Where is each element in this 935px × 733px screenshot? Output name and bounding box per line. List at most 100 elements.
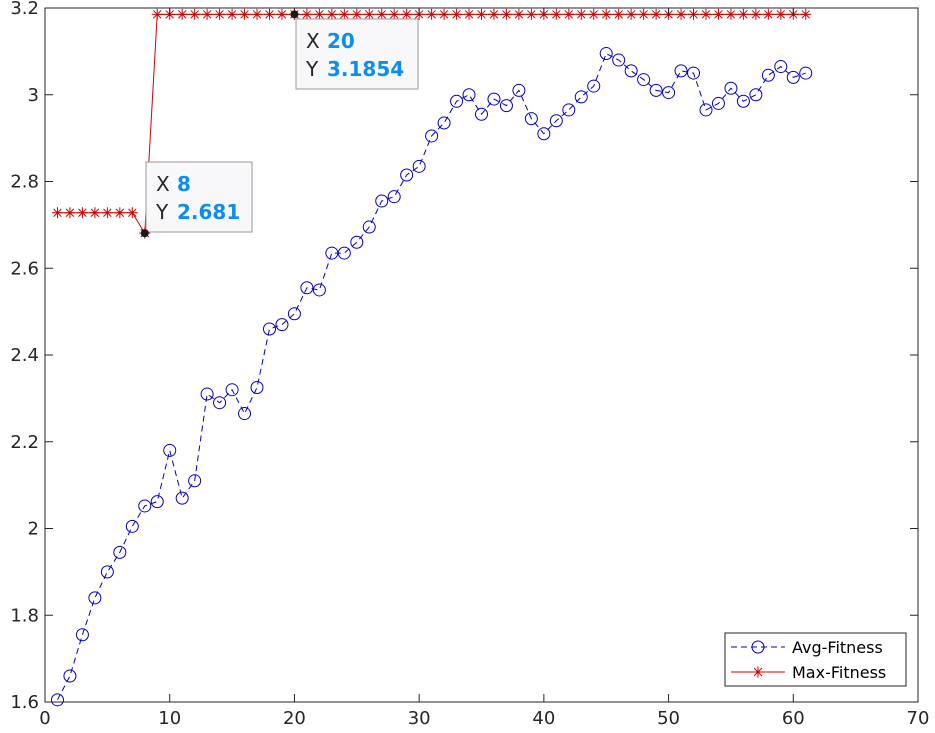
datatip-x-label: X: [156, 172, 170, 196]
x-tick-label: 20: [283, 708, 306, 729]
asterisk-stroke: [577, 10, 586, 19]
avg-fitness-point: [250, 381, 264, 395]
avg-fitness-point: [587, 79, 601, 93]
axes-layer: 0 10 20 30 40 50 60 70 1.6 1.8 2 2.2 2.4 2.6 2.8 3 3.2: [10, 0, 929, 729]
asterisk-stroke: [552, 10, 561, 19]
max-fitness-point: [700, 8, 712, 20]
datatip-y-value: 3.1854: [327, 57, 404, 81]
avg-fitness-point: [337, 246, 351, 260]
max-fitness-point: [800, 8, 812, 20]
avg-fitness-point: [375, 194, 389, 208]
avg-fitness-point: [649, 83, 663, 97]
max-fitness-point: [326, 8, 338, 20]
datatip: X 8Y 2.681: [140, 161, 253, 238]
asterisk-stroke: [202, 10, 212, 19]
avg-fitness-point: [562, 103, 576, 117]
avg-fitness-point: [537, 127, 551, 141]
asterisk-stroke: [377, 10, 386, 19]
asterisk-stroke: [177, 10, 187, 19]
max-fitness-point: [725, 8, 737, 20]
x-tick-label: 0: [39, 708, 50, 729]
asterisk-stroke: [277, 10, 287, 19]
max-fitness-point: [762, 8, 774, 20]
max-fitness-point: [189, 8, 201, 20]
asterisk-stroke: [502, 10, 511, 19]
max-fitness-point: [451, 8, 463, 20]
max-fitness-point: [151, 8, 163, 20]
max-fitness-point: [201, 8, 213, 20]
asterisk-stroke: [439, 10, 449, 19]
datatip-y-label: Y: [305, 57, 319, 81]
asterisk-stroke: [153, 10, 162, 19]
avg-fitness-point: [736, 94, 750, 108]
asterisk-stroke: [477, 10, 486, 19]
max-fitness-point: [476, 8, 487, 20]
asterisk-stroke: [601, 10, 611, 19]
x-tick-label: 50: [657, 708, 680, 729]
avg-fitness-point: [462, 88, 476, 102]
datatip-y-label: Y: [155, 200, 169, 224]
asterisk-stroke: [53, 208, 62, 217]
legend: Avg-Fitness Max-Fitness: [724, 632, 907, 687]
max-fitness-point: [376, 8, 388, 20]
asterisk-stroke: [626, 10, 636, 19]
avg-fitness-point: [749, 88, 763, 102]
asterisk-stroke: [340, 10, 349, 19]
avg-fitness-point: [711, 96, 725, 110]
avg-fitness-point: [549, 114, 563, 128]
asterisk-stroke: [352, 10, 362, 19]
asterisk-stroke: [489, 10, 499, 19]
max-fitness-point: [351, 8, 363, 20]
avg-fitness-point: [262, 322, 276, 336]
max-fitness-point: [775, 8, 787, 20]
x-tick-label: 70: [907, 708, 930, 729]
avg-fitness-point: [125, 519, 139, 533]
max-fitness-point: [176, 8, 188, 20]
asterisk-stroke: [801, 10, 810, 19]
x-tick-label: 40: [532, 708, 555, 729]
avg-fitness-point: [624, 64, 638, 78]
avg-fitness-point: [113, 545, 127, 559]
avg-fitness-point: [225, 383, 239, 397]
max-fitness-point: [263, 8, 275, 20]
max-fitness-point: [463, 8, 475, 20]
max-fitness-point: [712, 8, 724, 20]
asterisk-stroke: [215, 10, 224, 19]
datatip-x-value: 8: [177, 172, 191, 196]
max-fitness-point: [438, 8, 450, 20]
asterisk-stroke: [676, 10, 686, 19]
max-fitness-point: [675, 8, 687, 20]
avg-fitness-point: [674, 64, 688, 78]
asterisk-stroke: [714, 10, 723, 19]
max-fitness-point: [525, 8, 537, 20]
max-fitness-point: [688, 8, 700, 20]
datatip-anchor-point: [140, 229, 149, 238]
max-fitness-point: [563, 8, 575, 20]
avg-fitness-point: [724, 81, 738, 95]
avg-fitness-point: [599, 47, 613, 61]
avg-fitness-point: [362, 220, 376, 234]
max-fitness-point: [737, 8, 749, 20]
avg-fitness-point: [287, 307, 301, 321]
y-tick-label: 3: [28, 85, 39, 106]
plot-area: [45, 8, 918, 702]
avg-fitness-point: [524, 112, 538, 126]
max-fitness-point: [214, 8, 226, 20]
max-fitness-point: [126, 207, 138, 219]
asterisk-stroke: [689, 10, 698, 19]
avg-fitness-point: [100, 565, 114, 579]
asterisk-stroke: [128, 208, 137, 217]
asterisk-stroke: [252, 10, 262, 19]
avg-fitness-point: [450, 94, 464, 108]
asterisk-stroke: [527, 10, 536, 19]
max-fitness-point: [301, 8, 313, 20]
asterisk-stroke: [589, 10, 598, 19]
datatip: X 20 Y 3.1854: [290, 10, 419, 90]
y-tick-label: 1.6: [10, 692, 39, 713]
avg-fitness-point: [175, 491, 189, 505]
x-tick-label: 30: [408, 708, 431, 729]
max-fitness-point: [338, 8, 350, 20]
avg-fitness-point: [238, 407, 252, 421]
